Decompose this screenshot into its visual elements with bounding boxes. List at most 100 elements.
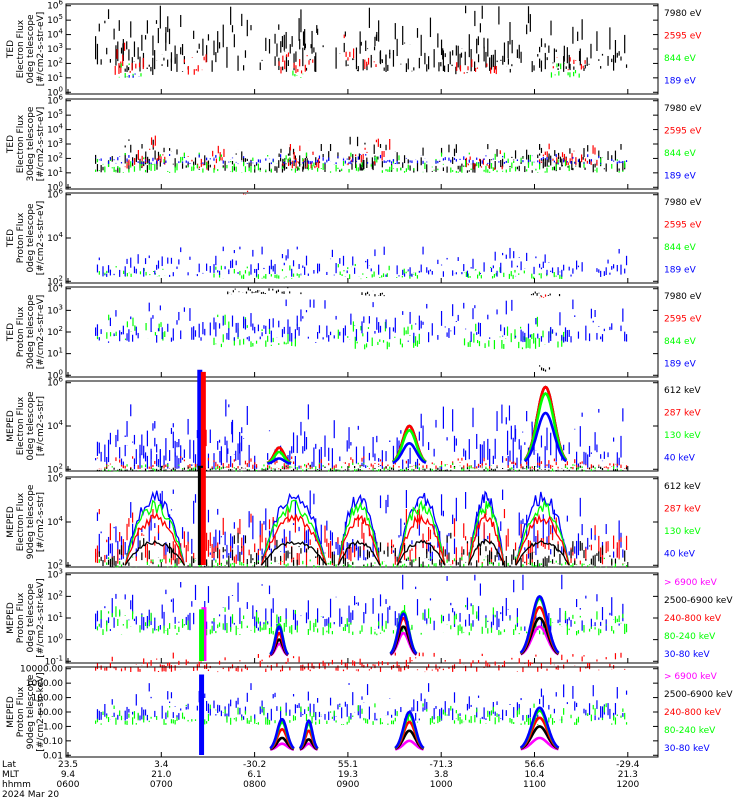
y-tick-label: 10.00	[37, 708, 63, 718]
spike-bar	[197, 369, 203, 469]
peak-curve	[523, 411, 568, 463]
y-axis-label: Electron Flux	[16, 114, 26, 173]
x-row-value: 56.6	[524, 760, 544, 770]
peak-curve	[267, 457, 292, 465]
spike-bar	[197, 465, 203, 565]
y-axis-label: 0deg telescope	[26, 583, 36, 653]
x-row-value: 21.3	[618, 770, 638, 780]
y-axis-label: MEPED	[6, 506, 16, 538]
x-row-value: 1000	[430, 780, 453, 790]
y-axis-label: TED	[6, 40, 16, 59]
y-tick-label: 104	[47, 231, 63, 244]
peak-curve	[394, 739, 424, 751]
y-axis-label: [#/cm2-s-str]	[36, 396, 46, 456]
hump-curve	[467, 490, 505, 566]
hump-curve	[396, 492, 446, 566]
hump-curve	[467, 513, 505, 566]
legend-entry: 7980 eV	[664, 104, 702, 114]
peak-curve	[394, 710, 425, 749]
legend-entry: 130 keV	[664, 527, 701, 537]
y-tick-label: 101	[47, 166, 63, 179]
y-axis-label: Electron Flux	[16, 492, 26, 551]
panel-meped-proton-90: 0.01 0.10 1.00 10.00 100.00 1000.00 10000.00 ME…	[6, 665, 733, 762]
y-tick-label: 100.00	[32, 694, 64, 704]
hump-curve	[515, 499, 570, 566]
y-axis-label: 0deg telescope	[26, 391, 36, 461]
legend-entry: 7980 eV	[664, 9, 702, 19]
legend-entry: 7980 eV	[664, 198, 702, 208]
legend-entry: 844 eV	[664, 149, 697, 159]
hump-curve	[396, 499, 446, 566]
legend-entry: 844 eV	[664, 337, 697, 347]
x-row-label: MLT	[2, 770, 20, 780]
x-row-value: 6.1	[247, 770, 261, 780]
hump-curve	[515, 513, 570, 566]
hump-curve	[337, 539, 381, 566]
y-tick-label: 100	[47, 633, 63, 646]
y-tick-label: 104	[47, 419, 63, 432]
y-tick-label: 102	[47, 589, 63, 602]
y-tick-label: 105	[47, 108, 63, 121]
spike-bar	[199, 609, 205, 661]
legend-entry: 2595 eV	[664, 32, 702, 42]
x-row-value: -71.3	[430, 760, 453, 770]
legend-entry: 30-80 keV	[664, 744, 710, 754]
legend-entry: 844 eV	[664, 243, 697, 253]
peak-curve	[392, 441, 427, 464]
panel-frame	[65, 3, 659, 95]
x-row-value: 21.0	[151, 770, 171, 780]
x-row-label: Lat	[2, 760, 17, 770]
legend-entry: 189 eV	[664, 172, 697, 182]
y-tick-label: 104	[47, 28, 63, 41]
legend-entry: 189 eV	[664, 77, 697, 87]
legend-entry: 189 eV	[664, 266, 697, 276]
y-tick-label: 103	[47, 137, 63, 150]
hump-curve	[337, 514, 381, 566]
legend-entry: 2595 eV	[664, 127, 702, 137]
legend-entry: 40 keV	[664, 454, 696, 464]
y-tick-label: 101	[47, 611, 63, 624]
legend-entry: 2595 eV	[664, 221, 702, 231]
hump-curve	[396, 539, 446, 566]
x-row-value: -30.2	[243, 760, 266, 770]
legend-entry: 7980 eV	[664, 292, 702, 302]
legend-entry: 130 keV	[664, 431, 701, 441]
spike-bar	[199, 674, 205, 755]
x-row-value: 3.4	[154, 760, 169, 770]
legend-entry: > 6900 keV	[664, 672, 718, 682]
peak-curve	[519, 594, 560, 654]
y-axis-label: MEPED	[6, 696, 16, 728]
y-axis-label: Proton Flux	[16, 306, 26, 357]
y-tick-label: 102	[47, 151, 63, 164]
legend-entry: 844 eV	[664, 54, 697, 64]
legend-entry: 240-800 keV	[664, 614, 722, 624]
y-axis-label: 0deg telescope	[26, 203, 36, 273]
legend-entry: 612 keV	[664, 386, 701, 396]
hump-curve	[396, 513, 446, 566]
hump-curve	[260, 499, 328, 566]
x-row-value: 23.5	[58, 760, 78, 770]
x-row-value: 1200	[616, 780, 639, 790]
y-axis-label: TED	[6, 229, 16, 248]
y-tick-label: 10000.00	[20, 665, 63, 675]
x-row-value: -29.4	[616, 760, 640, 770]
legend-entry: 2595 eV	[664, 315, 702, 325]
peak-curve	[519, 605, 560, 655]
x-row-value: 1100	[523, 780, 546, 790]
y-axis-label: MEPED	[6, 602, 16, 634]
y-axis-label: 90deg telescope	[26, 674, 36, 749]
y-axis-label: [#/cm2-s-str-eV]	[36, 12, 46, 87]
peak-curve	[519, 616, 560, 655]
y-tick-label: 106	[47, 0, 63, 12]
x-row-value: 3.8	[434, 770, 449, 780]
y-axis-label: Electron Flux	[16, 19, 26, 78]
y-axis-label: TED	[6, 323, 16, 342]
hump-curve	[260, 513, 328, 566]
y-tick-label: 0.10	[43, 737, 63, 747]
legend-entry: > 6900 keV	[664, 578, 718, 588]
